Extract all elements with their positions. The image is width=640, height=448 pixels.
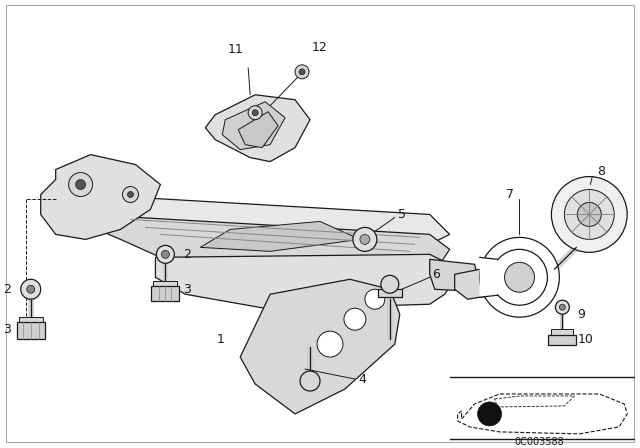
Text: 6: 6 bbox=[432, 268, 440, 281]
Polygon shape bbox=[495, 396, 574, 407]
Text: 0C003588: 0C003588 bbox=[515, 437, 564, 447]
Circle shape bbox=[317, 331, 343, 357]
Polygon shape bbox=[86, 215, 450, 274]
Circle shape bbox=[577, 202, 601, 226]
Circle shape bbox=[156, 246, 174, 263]
Circle shape bbox=[564, 190, 614, 239]
Text: 1: 1 bbox=[216, 332, 224, 345]
Polygon shape bbox=[19, 317, 43, 322]
Circle shape bbox=[479, 237, 559, 317]
Polygon shape bbox=[17, 322, 45, 339]
Polygon shape bbox=[429, 259, 477, 291]
Circle shape bbox=[122, 186, 138, 202]
Text: 11: 11 bbox=[227, 43, 243, 56]
Circle shape bbox=[76, 180, 86, 190]
Polygon shape bbox=[205, 95, 310, 162]
Circle shape bbox=[353, 228, 377, 251]
Text: 9: 9 bbox=[577, 308, 585, 321]
Circle shape bbox=[504, 263, 534, 292]
Circle shape bbox=[299, 69, 305, 75]
Circle shape bbox=[556, 300, 570, 314]
Circle shape bbox=[477, 402, 502, 426]
Polygon shape bbox=[479, 257, 497, 297]
Polygon shape bbox=[552, 329, 573, 335]
Text: 2: 2 bbox=[3, 283, 11, 296]
Circle shape bbox=[252, 110, 258, 116]
Circle shape bbox=[360, 234, 370, 244]
Circle shape bbox=[127, 191, 134, 198]
Circle shape bbox=[68, 172, 93, 197]
Text: 3: 3 bbox=[3, 323, 11, 336]
Text: 10: 10 bbox=[577, 332, 593, 345]
Text: 4: 4 bbox=[358, 373, 366, 386]
Circle shape bbox=[20, 279, 41, 299]
Polygon shape bbox=[154, 281, 177, 286]
Circle shape bbox=[27, 285, 35, 293]
Polygon shape bbox=[548, 335, 577, 345]
Text: 2: 2 bbox=[183, 248, 191, 261]
Polygon shape bbox=[222, 102, 285, 150]
Circle shape bbox=[344, 308, 366, 330]
Text: 8: 8 bbox=[597, 165, 605, 178]
Text: 7: 7 bbox=[506, 188, 513, 201]
Circle shape bbox=[492, 250, 547, 305]
Polygon shape bbox=[200, 221, 360, 251]
Polygon shape bbox=[240, 279, 400, 414]
Text: 3: 3 bbox=[183, 283, 191, 296]
Polygon shape bbox=[238, 112, 278, 148]
Circle shape bbox=[381, 275, 399, 293]
Circle shape bbox=[559, 304, 565, 310]
Circle shape bbox=[300, 371, 320, 391]
Circle shape bbox=[365, 289, 385, 309]
Circle shape bbox=[295, 65, 309, 79]
Circle shape bbox=[248, 106, 262, 120]
Polygon shape bbox=[152, 286, 179, 301]
Circle shape bbox=[161, 250, 170, 258]
Polygon shape bbox=[86, 194, 450, 254]
Text: 12: 12 bbox=[312, 41, 328, 54]
Polygon shape bbox=[378, 289, 402, 297]
Circle shape bbox=[552, 177, 627, 252]
Polygon shape bbox=[156, 254, 454, 309]
Polygon shape bbox=[41, 155, 161, 239]
Polygon shape bbox=[458, 394, 627, 434]
Polygon shape bbox=[454, 267, 500, 299]
Text: 5: 5 bbox=[398, 208, 406, 221]
